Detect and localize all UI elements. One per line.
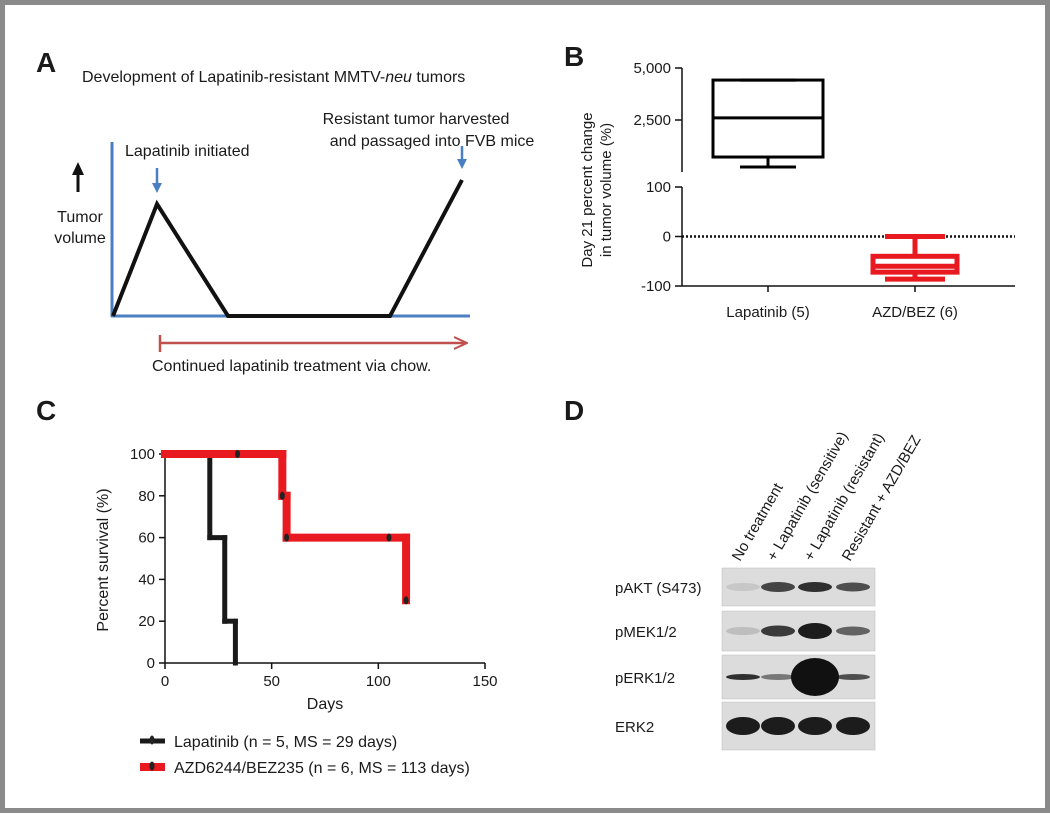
row-label: pMEK1/2: [615, 624, 677, 641]
blot-band: [798, 582, 832, 592]
blot-band: [836, 582, 870, 592]
y-tick-label: 20: [138, 613, 155, 630]
box-chart: -100 0 100 2,500 5,000 Lapatinib (5) AZD/BEZ (…: [579, 60, 1015, 321]
y-tick-label: -100: [641, 278, 671, 295]
title-part: tumors: [412, 69, 465, 86]
blot-band: [761, 717, 795, 735]
legend-marker: [149, 735, 155, 745]
x-tick-label: 150: [472, 673, 497, 690]
diagram-label: Lapatinib initiated: [125, 143, 250, 160]
diagram-label: volume: [54, 230, 106, 247]
censor-mark: [403, 596, 409, 605]
x-tick-label: AZD/BEZ (6): [872, 304, 958, 321]
blot-band: [726, 627, 760, 635]
title-part: Development of Lapatinib-resistant MMTV-: [82, 69, 385, 86]
x-tick-label: 50: [263, 673, 280, 690]
legend-label: AZD6244/BEZ235 (n = 6, MS = 113 days): [174, 760, 470, 777]
panel-label: A: [36, 47, 56, 78]
diagram-label: Resistant tumor harvested: [323, 111, 510, 128]
y-axis-label: Percent survival (%): [95, 488, 112, 631]
censor-mark: [279, 491, 285, 500]
blot-band: [761, 674, 795, 680]
row-label: pAKT (S473): [615, 580, 701, 597]
blot-band: [726, 583, 760, 591]
y-axis-label: Day 21 percent change: [579, 112, 596, 267]
blot-band: [726, 717, 760, 735]
row-label: ERK2: [615, 719, 654, 736]
y-tick-label: 2,500: [633, 112, 671, 129]
diagram-title: Development of Lapatinib-resistant MMTV-…: [82, 69, 465, 86]
x-axis-label: Days: [307, 696, 343, 713]
y-tick-label: 0: [147, 655, 155, 672]
panel-label: C: [36, 395, 56, 426]
y-axis-label: in tumor volume (%): [598, 123, 615, 257]
survival-chart: 0 50 100 150 0 20 40 60 80 100 Days Percent surviva…: [95, 446, 498, 777]
diagram-label: Tumor: [57, 209, 103, 226]
diagram-label: and passaged into FVB mice: [330, 133, 535, 150]
blot-band: [761, 625, 795, 637]
blot-band: [726, 674, 760, 680]
x-tick-label: 100: [366, 673, 391, 690]
y-tick-label: 40: [138, 571, 155, 588]
panel-label: B: [564, 41, 584, 72]
legend-marker: [149, 761, 155, 771]
y-tick-label: 5,000: [633, 60, 671, 77]
y-tick-label: 60: [138, 530, 155, 547]
title-part: neu: [385, 69, 412, 86]
legend-label: Lapatinib (n = 5, MS = 29 days): [174, 734, 397, 751]
y-tick-label: 0: [663, 229, 671, 246]
blot-band: [761, 582, 795, 592]
y-tick-label: 100: [646, 179, 671, 196]
blot-band: [836, 626, 870, 636]
row-label: pERK1/2: [615, 670, 675, 687]
blot-band: [791, 658, 839, 696]
x-tick-label: 0: [161, 673, 169, 690]
blot-band: [836, 674, 870, 680]
y-tick-label: 100: [130, 446, 155, 463]
y-tick-label: 80: [138, 488, 155, 505]
tumor-curve: [111, 179, 464, 318]
censor-mark: [386, 533, 392, 542]
censor-mark: [284, 533, 290, 542]
diagram-label: Continued lapatinib treatment via chow.: [152, 358, 431, 375]
censor-mark: [235, 450, 241, 458]
blot-band: [836, 717, 870, 735]
blot-band: [798, 623, 832, 639]
panel-label: D: [564, 395, 584, 426]
blot-band: [798, 717, 832, 735]
x-tick-label: Lapatinib (5): [726, 304, 809, 321]
